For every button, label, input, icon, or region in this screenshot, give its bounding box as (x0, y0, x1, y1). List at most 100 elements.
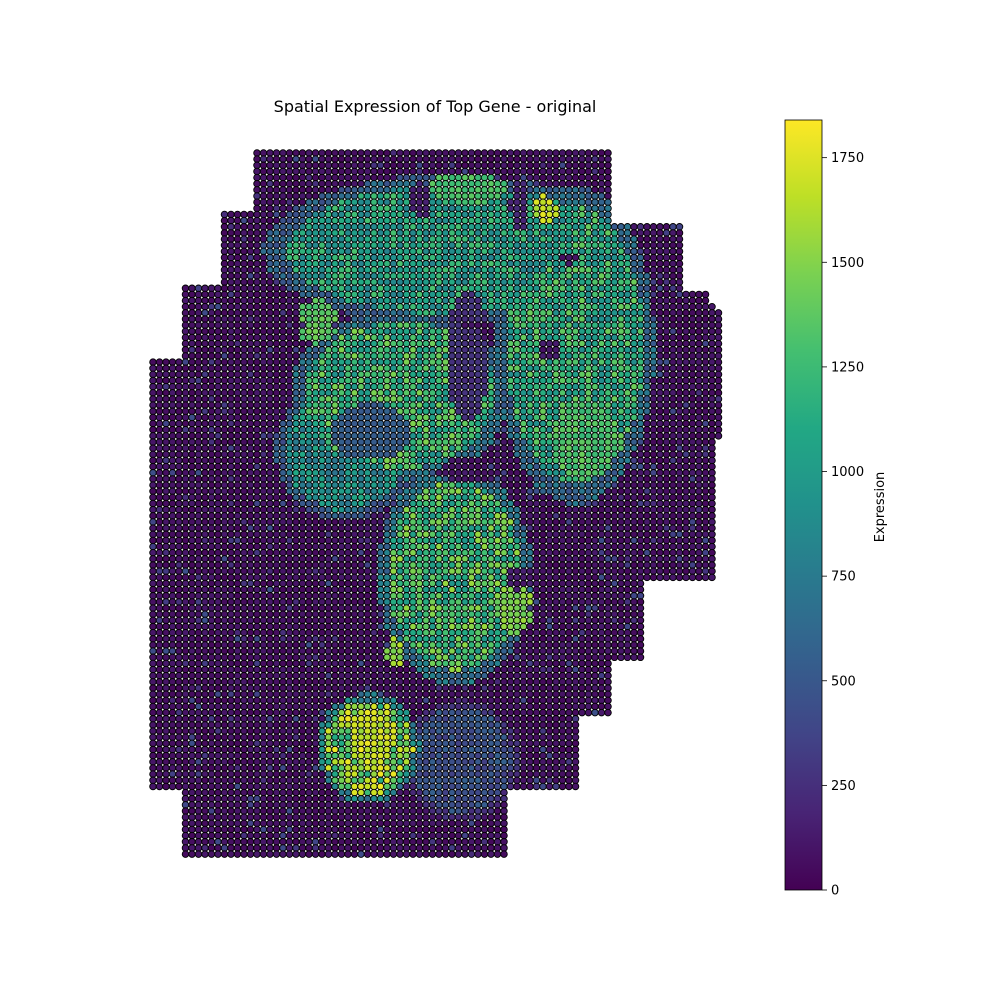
spot-point (682, 481, 690, 489)
spot-point (207, 524, 216, 532)
spot-point (467, 426, 476, 434)
spot-point (162, 499, 170, 508)
spot-point (279, 247, 287, 256)
spot-point (558, 192, 567, 200)
spot-point (441, 382, 450, 391)
spot-point (584, 493, 593, 502)
spot-point (519, 419, 528, 428)
spot-point (441, 315, 450, 323)
spot-point (318, 358, 326, 366)
spot-point (435, 475, 443, 483)
spot-point (162, 462, 170, 471)
spot-point (253, 413, 261, 422)
spot-point (415, 339, 424, 348)
spot-point (227, 401, 235, 409)
spot-point (682, 376, 690, 385)
spot-point (662, 327, 671, 336)
spot-point (357, 364, 365, 373)
spot-point (519, 401, 528, 409)
spot-point (565, 272, 573, 280)
spot-point (246, 426, 255, 434)
spot-point (454, 493, 463, 502)
spot-point (487, 512, 495, 520)
spot-point (214, 395, 222, 403)
spot-point (233, 432, 242, 440)
spot-point (610, 407, 619, 416)
spot-point (207, 303, 216, 311)
spot-point (591, 536, 599, 545)
spot-point (623, 333, 632, 342)
spot-point (240, 259, 248, 268)
spot-point (584, 290, 593, 299)
spot-point (370, 512, 378, 520)
spot-point (617, 407, 625, 416)
spot-point (292, 241, 300, 249)
spot-point (441, 186, 450, 194)
spot-point (604, 518, 612, 526)
spot-point (584, 161, 593, 170)
spot-point (266, 438, 274, 446)
spot-point (266, 493, 274, 502)
spot-point (454, 198, 463, 206)
spot-point (350, 216, 359, 225)
spot-point (227, 524, 235, 532)
spot-point (428, 419, 437, 428)
spot-point (526, 358, 534, 366)
spot-point (350, 155, 359, 163)
spot-point (584, 536, 593, 545)
spot-point (272, 315, 281, 323)
spot-point (643, 376, 651, 385)
spot-point (233, 290, 242, 299)
spot-point (272, 333, 281, 342)
spot-point (168, 376, 177, 385)
spot-point (669, 303, 677, 311)
spot-point (604, 389, 612, 397)
spot-point (493, 247, 502, 256)
spot-point (448, 266, 456, 274)
spot-point (311, 530, 320, 539)
spot-point (682, 438, 690, 446)
spot-point (688, 505, 697, 514)
spot-point (272, 210, 281, 219)
spot-point (272, 173, 281, 182)
spot-point (298, 493, 307, 502)
spot-point (532, 290, 541, 299)
spot-point (519, 505, 528, 514)
spot-point (623, 395, 632, 403)
spot-point (487, 266, 495, 274)
spot-point (266, 419, 274, 428)
spot-point (656, 469, 664, 477)
spot-point (337, 333, 346, 342)
spot-point (682, 395, 690, 403)
spot-point (389, 259, 398, 268)
spot-point (350, 481, 359, 489)
spot-point (454, 499, 463, 508)
spot-point (474, 512, 482, 520)
spot-point (272, 524, 281, 532)
spot-point (415, 210, 424, 219)
spot-point (298, 155, 307, 163)
spot-point (305, 524, 313, 532)
spot-point (318, 524, 326, 532)
spot-point (649, 426, 658, 434)
spot-point (675, 444, 684, 452)
spot-point (571, 173, 580, 182)
spot-point (363, 518, 372, 526)
spot-point (428, 173, 437, 182)
spot-point (279, 309, 287, 317)
spot-point (584, 266, 593, 274)
spot-point (545, 173, 554, 182)
spot-point (214, 444, 222, 452)
spot-point (409, 512, 417, 520)
spot-point (454, 284, 463, 293)
spot-point (552, 266, 560, 274)
spot-point (448, 419, 456, 428)
spot-point (519, 339, 528, 348)
spot-point (467, 352, 476, 360)
spot-point (578, 167, 586, 176)
spot-point (584, 315, 593, 323)
spot-point (591, 499, 599, 508)
spot-point (285, 376, 294, 385)
spot-point (519, 192, 528, 200)
spot-point (168, 518, 177, 526)
